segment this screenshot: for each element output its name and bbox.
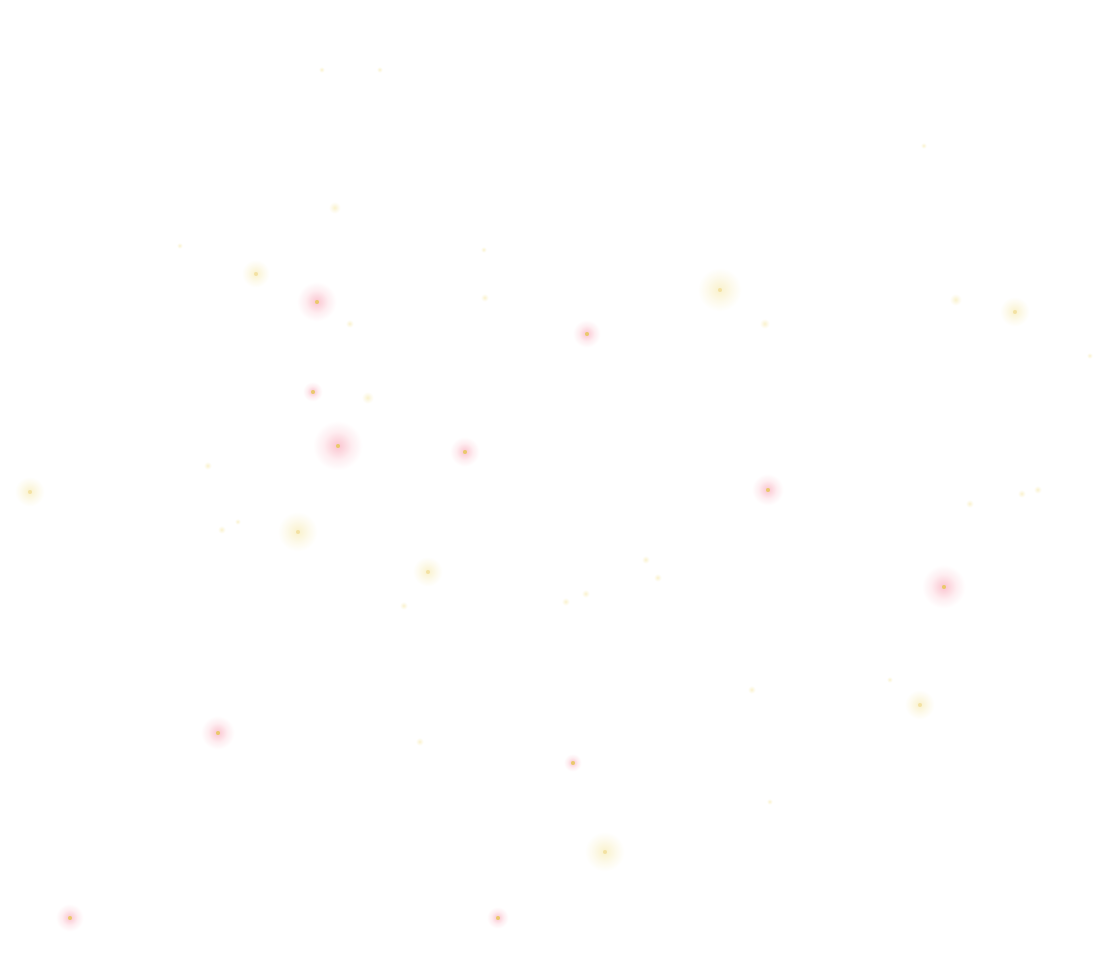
particle-core: [571, 761, 575, 765]
particle-core: [942, 585, 946, 589]
yellow-glow-particle: [204, 462, 212, 470]
yellow-glow-particle: [1034, 486, 1042, 494]
yellow-glow-particle: [416, 738, 424, 746]
particle-core: [463, 450, 467, 454]
yellow-glow-particle: [905, 690, 935, 720]
particle-core: [315, 300, 319, 304]
yellow-glow-particle: [362, 392, 374, 404]
pink-glow-particle: [450, 437, 480, 467]
yellow-glow-particle: [377, 67, 383, 73]
yellow-glow-particle: [767, 799, 773, 805]
yellow-glow-particle: [642, 556, 650, 564]
yellow-glow-particle: [887, 677, 893, 683]
yellow-glow-particle: [748, 686, 756, 694]
pink-glow-particle: [201, 716, 235, 750]
yellow-glow-particle: [329, 202, 341, 214]
yellow-glow-particle: [1087, 353, 1093, 359]
pink-glow-particle: [297, 282, 337, 322]
particle-core: [718, 288, 722, 292]
yellow-glow-particle: [562, 598, 570, 606]
yellow-glow-particle: [346, 320, 354, 328]
yellow-glow-particle: [1000, 297, 1030, 327]
yellow-glow-particle: [582, 590, 590, 598]
particle-core: [585, 332, 589, 336]
yellow-glow-particle: [319, 67, 325, 73]
yellow-glow-particle: [1018, 490, 1026, 498]
pink-glow-particle: [56, 904, 84, 932]
particle-core: [766, 488, 770, 492]
yellow-glow-particle: [242, 260, 270, 288]
particle-core: [311, 390, 315, 394]
pink-glow-particle: [313, 421, 363, 471]
yellow-glow-particle: [760, 319, 770, 329]
particle-core: [216, 731, 220, 735]
yellow-glow-particle: [698, 268, 742, 312]
pink-glow-particle: [752, 474, 784, 506]
particle-core: [496, 916, 500, 920]
particle-core: [68, 916, 72, 920]
pink-glow-particle: [573, 320, 601, 348]
pink-glow-particle: [487, 907, 509, 929]
yellow-glow-particle: [413, 557, 443, 587]
particle-core: [254, 272, 258, 276]
particle-core: [918, 703, 922, 707]
yellow-glow-particle: [966, 500, 974, 508]
yellow-glow-particle: [654, 574, 662, 582]
yellow-glow-particle: [481, 247, 487, 253]
yellow-glow-particle: [235, 519, 241, 525]
particle-core: [603, 850, 607, 854]
yellow-glow-particle: [921, 143, 927, 149]
particle-core: [336, 444, 340, 448]
yellow-glow-particle: [177, 243, 183, 249]
yellow-glow-particle: [585, 832, 625, 872]
pink-glow-particle: [564, 754, 582, 772]
particle-core: [426, 570, 430, 574]
particle-core: [1013, 310, 1017, 314]
yellow-glow-particle: [950, 294, 962, 306]
particle-core: [28, 490, 32, 494]
pink-glow-particle: [303, 382, 323, 402]
particle-core: [296, 530, 300, 534]
yellow-glow-particle: [400, 602, 408, 610]
yellow-glow-particle: [481, 294, 489, 302]
yellow-glow-particle: [278, 512, 318, 552]
pink-glow-particle: [922, 565, 966, 609]
yellow-glow-particle: [15, 477, 45, 507]
yellow-glow-particle: [218, 526, 226, 534]
